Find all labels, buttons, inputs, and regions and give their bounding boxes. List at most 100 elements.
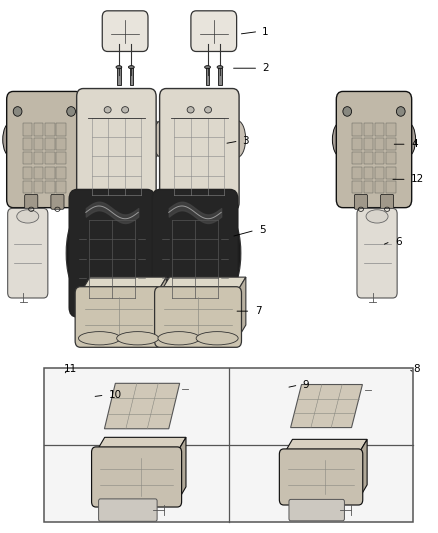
- Bar: [218, 67, 222, 85]
- Ellipse shape: [3, 122, 19, 157]
- Bar: [364, 123, 373, 135]
- Ellipse shape: [223, 221, 241, 285]
- Bar: [45, 138, 55, 150]
- Bar: [34, 152, 43, 164]
- Bar: [353, 152, 362, 164]
- FancyBboxPatch shape: [354, 195, 367, 209]
- Text: 1: 1: [262, 27, 268, 37]
- Bar: [386, 181, 396, 193]
- FancyBboxPatch shape: [191, 11, 237, 52]
- Bar: [45, 152, 55, 164]
- Polygon shape: [104, 383, 180, 429]
- Text: 7: 7: [255, 306, 261, 316]
- FancyBboxPatch shape: [357, 208, 397, 298]
- Polygon shape: [177, 438, 186, 502]
- Polygon shape: [284, 439, 367, 454]
- Bar: [44, 368, 413, 522]
- FancyBboxPatch shape: [155, 287, 241, 348]
- Ellipse shape: [141, 221, 158, 285]
- Text: 3: 3: [243, 136, 249, 146]
- Ellipse shape: [67, 107, 75, 116]
- Ellipse shape: [69, 122, 86, 157]
- Polygon shape: [157, 277, 166, 341]
- Ellipse shape: [332, 122, 349, 157]
- FancyBboxPatch shape: [159, 88, 239, 211]
- Bar: [57, 152, 66, 164]
- Bar: [45, 123, 55, 135]
- Text: 2: 2: [262, 63, 268, 73]
- Ellipse shape: [116, 66, 122, 69]
- Bar: [23, 152, 32, 164]
- Ellipse shape: [343, 107, 352, 116]
- Bar: [353, 181, 362, 193]
- Ellipse shape: [128, 66, 134, 69]
- Bar: [364, 138, 373, 150]
- Text: 10: 10: [109, 390, 122, 400]
- Bar: [353, 123, 362, 135]
- Polygon shape: [236, 277, 246, 341]
- Bar: [57, 181, 66, 193]
- Polygon shape: [358, 439, 367, 500]
- Ellipse shape: [104, 107, 111, 113]
- FancyBboxPatch shape: [92, 447, 182, 507]
- Ellipse shape: [196, 332, 238, 345]
- Bar: [375, 152, 384, 164]
- Bar: [364, 152, 373, 164]
- Ellipse shape: [217, 66, 223, 69]
- Bar: [117, 67, 120, 85]
- Bar: [23, 123, 32, 135]
- Bar: [386, 138, 396, 150]
- Bar: [130, 67, 133, 85]
- FancyBboxPatch shape: [152, 190, 238, 317]
- Bar: [57, 166, 66, 179]
- Ellipse shape: [78, 332, 120, 345]
- Ellipse shape: [366, 210, 388, 223]
- Polygon shape: [160, 277, 246, 293]
- FancyBboxPatch shape: [279, 449, 363, 505]
- Bar: [364, 181, 373, 193]
- Bar: [375, 138, 384, 150]
- Ellipse shape: [187, 107, 194, 113]
- Bar: [23, 166, 32, 179]
- Bar: [23, 138, 32, 150]
- Ellipse shape: [66, 221, 84, 285]
- Ellipse shape: [149, 221, 166, 285]
- Bar: [375, 166, 384, 179]
- FancyBboxPatch shape: [336, 92, 412, 208]
- Text: 5: 5: [259, 225, 266, 236]
- Ellipse shape: [122, 107, 129, 113]
- Ellipse shape: [205, 107, 212, 113]
- Ellipse shape: [396, 107, 405, 116]
- Ellipse shape: [145, 120, 162, 158]
- Bar: [45, 181, 55, 193]
- Bar: [364, 166, 373, 179]
- Ellipse shape: [399, 122, 416, 157]
- Bar: [353, 138, 362, 150]
- FancyBboxPatch shape: [77, 88, 156, 211]
- FancyBboxPatch shape: [99, 499, 157, 521]
- FancyBboxPatch shape: [7, 92, 82, 208]
- Bar: [34, 138, 43, 150]
- Bar: [34, 123, 43, 135]
- Bar: [57, 138, 66, 150]
- Bar: [206, 67, 209, 85]
- Bar: [45, 166, 55, 179]
- Bar: [34, 166, 43, 179]
- Ellipse shape: [158, 332, 200, 345]
- FancyBboxPatch shape: [75, 287, 162, 348]
- Ellipse shape: [70, 120, 88, 158]
- Bar: [375, 123, 384, 135]
- Ellipse shape: [228, 120, 246, 158]
- Text: 12: 12: [411, 174, 424, 184]
- Ellipse shape: [13, 107, 22, 116]
- Polygon shape: [290, 384, 362, 427]
- FancyBboxPatch shape: [25, 195, 38, 209]
- Text: 6: 6: [395, 237, 402, 247]
- Bar: [23, 181, 32, 193]
- Bar: [375, 181, 384, 193]
- FancyBboxPatch shape: [102, 11, 148, 52]
- Text: 4: 4: [411, 139, 418, 149]
- FancyBboxPatch shape: [381, 195, 394, 209]
- FancyBboxPatch shape: [8, 208, 48, 298]
- Polygon shape: [81, 277, 166, 293]
